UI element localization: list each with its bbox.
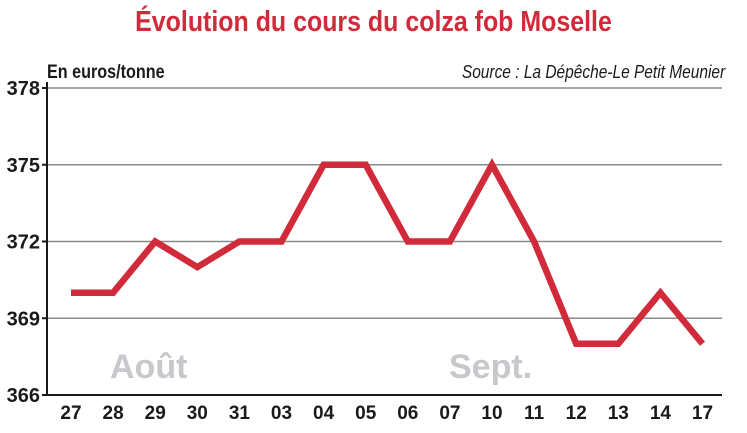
y-tick-label: 369 — [7, 308, 40, 330]
x-tick-label: 28 — [103, 403, 124, 424]
x-tick-label: 03 — [271, 403, 292, 424]
source-label: Source : La Dépêche-Le Petit Meunier — [461, 62, 725, 82]
chart-title: Évolution du cours du colza fob Moselle — [135, 6, 612, 38]
y-tick-labels: 366 369 372 375 378 — [7, 78, 40, 407]
series-line — [71, 158, 706, 348]
x-tick-label: 04 — [313, 403, 335, 424]
x-tick-label: 13 — [608, 403, 629, 424]
y-tick-label: 366 — [7, 385, 40, 407]
period-annotations: Août Sept. — [110, 348, 532, 386]
x-tick-label: 12 — [566, 403, 587, 424]
series-layer — [71, 158, 706, 348]
axes — [42, 82, 722, 396]
x-tick-label: 31 — [229, 403, 251, 424]
gridlines — [47, 87, 722, 320]
y-tick-label: 372 — [7, 232, 40, 254]
x-tick-label: 07 — [439, 403, 460, 424]
y-tick-label: 375 — [7, 155, 40, 177]
x-tick-label: 29 — [145, 403, 166, 424]
y-unit-label: En euros/tonne — [47, 62, 165, 83]
y-tick-label: 378 — [7, 78, 40, 100]
x-tick-label: 10 — [481, 403, 502, 424]
x-tick-label: 05 — [355, 403, 377, 424]
x-tick-label: 14 — [650, 403, 672, 424]
x-tick-label: 30 — [187, 403, 208, 424]
period-label: Sept. — [449, 348, 532, 386]
x-tick-label: 11 — [524, 403, 545, 424]
x-tick-label: 27 — [60, 403, 81, 424]
x-tick-label: 17 — [692, 403, 713, 424]
period-label: Août — [110, 348, 187, 386]
x-tick-label: 06 — [397, 403, 418, 424]
x-tick-labels: 27 28 29 30 31 03 04 05 06 07 10 11 12 13 14 17 — [60, 403, 713, 424]
